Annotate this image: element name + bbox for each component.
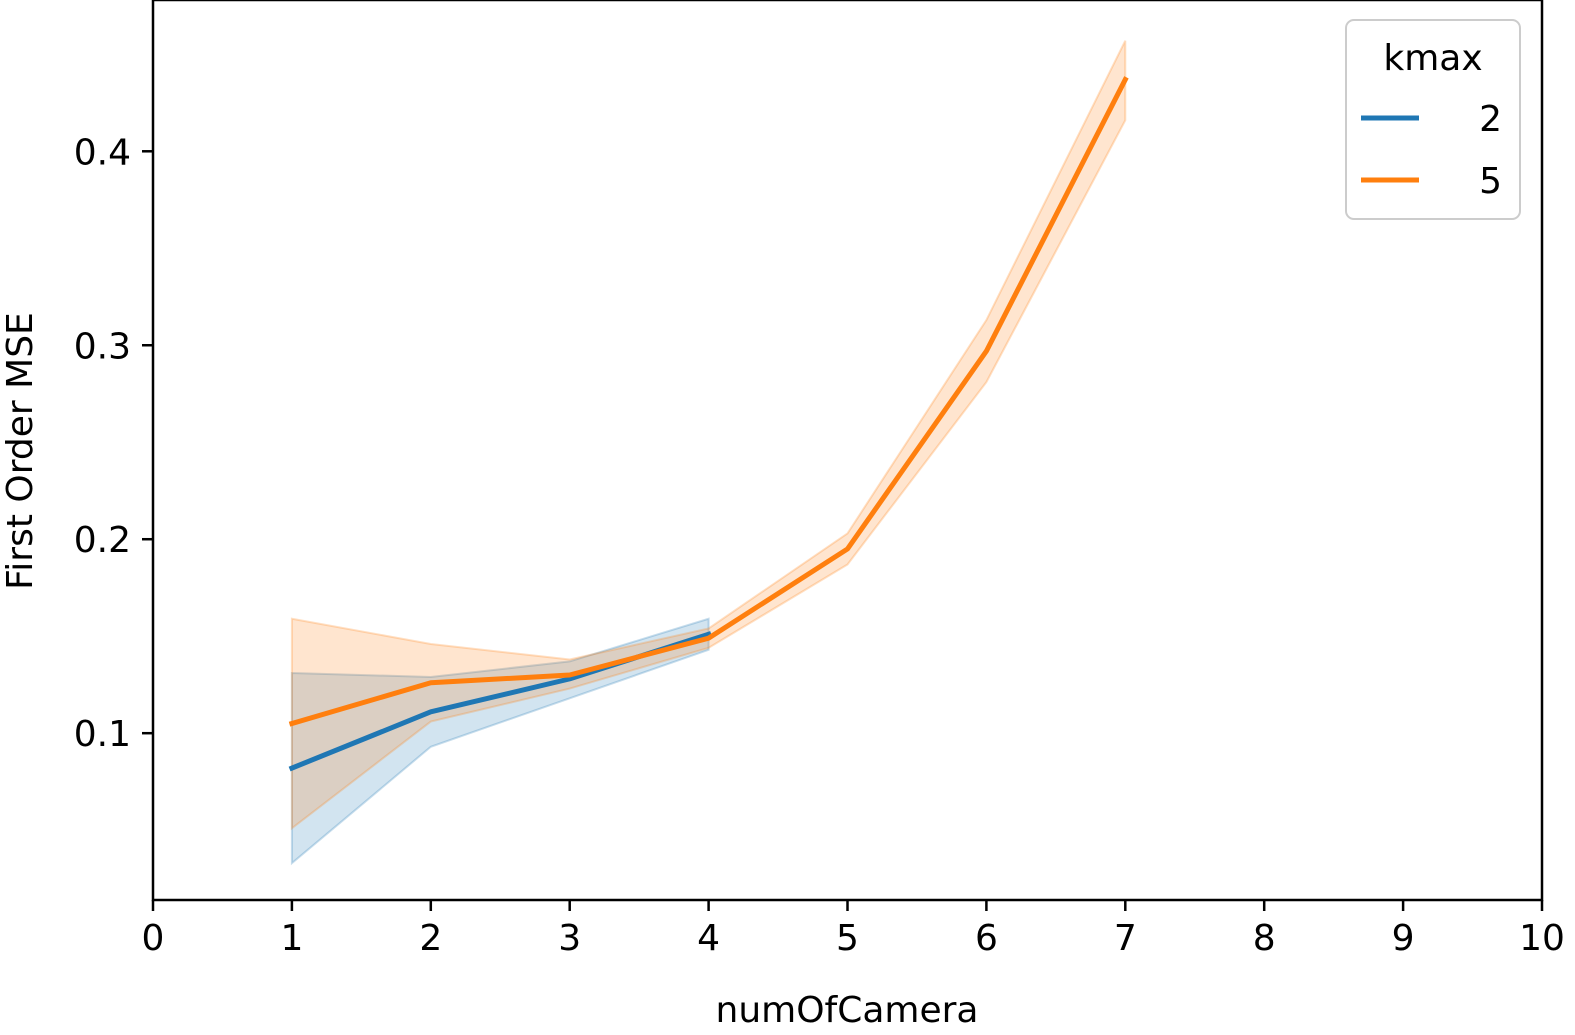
y-axis-label: First Order MSE — [0, 312, 41, 590]
x-tick-label: 6 — [975, 918, 998, 959]
legend-title: kmax — [1383, 38, 1482, 79]
x-axis-label: numOfCamera — [716, 990, 979, 1031]
y-tick-label: 0.3 — [74, 326, 131, 367]
x-tick-label: 5 — [836, 918, 859, 959]
x-tick-label: 1 — [280, 918, 303, 959]
confidence-bands — [290, 40, 1127, 866]
x-tick-label: 0 — [142, 918, 165, 959]
legend-box — [1345, 19, 1521, 220]
y-axis-ticks: 0.1 0.2 0.3 0.4 — [74, 132, 153, 755]
x-tick-label: 9 — [1392, 918, 1415, 959]
x-tick-label: 7 — [1114, 918, 1137, 959]
x-tick-label: 3 — [558, 918, 581, 959]
series-lines — [288, 76, 1129, 772]
y-tick-label: 0.4 — [74, 132, 131, 173]
legend: kmax 25 — [1345, 19, 1521, 220]
x-tick-label: 2 — [419, 918, 442, 959]
legend-entries: 25 — [1361, 99, 1502, 202]
x-axis-ticks: 0 1 2 3 4 5 6 7 8 9 10 — [142, 900, 1565, 959]
legend-label-5: 5 — [1479, 161, 1502, 202]
series-2-ci-band — [290, 617, 710, 866]
y-tick-label: 0.1 — [74, 714, 131, 755]
series-5-ci-band — [290, 40, 1127, 831]
legend-label-2: 2 — [1479, 99, 1502, 140]
x-tick-label: 8 — [1253, 918, 1276, 959]
x-tick-label: 10 — [1519, 918, 1565, 959]
y-tick-label: 0.2 — [74, 520, 131, 561]
x-tick-label: 4 — [697, 918, 720, 959]
